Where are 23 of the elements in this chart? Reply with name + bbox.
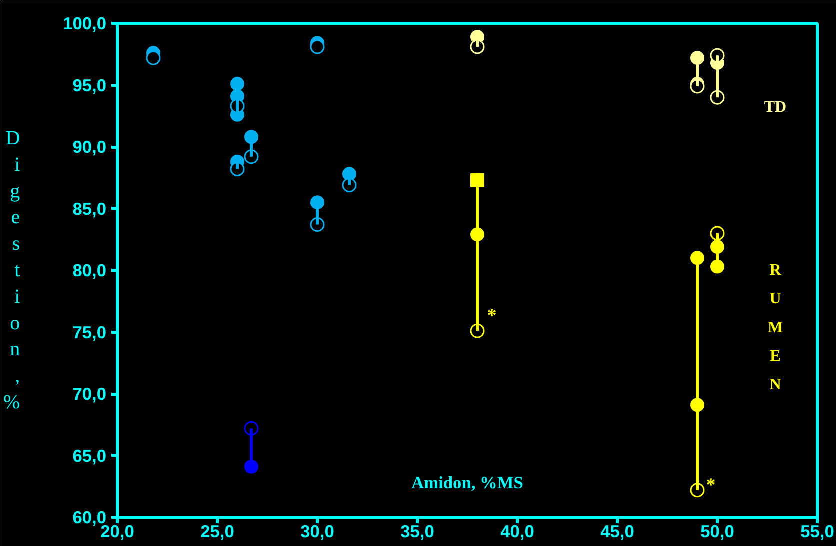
annotation: * — [706, 474, 716, 496]
y-tick-label: 95,0 — [72, 75, 107, 96]
y-tick-label: 70,0 — [72, 384, 107, 404]
point — [146, 50, 161, 66]
x-tick-label: 45,0 — [600, 522, 634, 542]
y-tick-label: 85,0 — [72, 198, 107, 219]
x-tick-label: 55,0 — [800, 522, 834, 542]
point — [310, 40, 325, 54]
y-tick-label: 80,0 — [72, 260, 107, 280]
y-tick-label: 75,0 — [72, 322, 107, 342]
annotation: R U M E N — [768, 262, 784, 394]
text: Digestion, % — [3, 128, 20, 414]
x-tick-label: 40,0 — [500, 522, 534, 542]
x-tick-label: 25,0 — [200, 522, 234, 542]
x-tick-label: 30,0 — [300, 522, 334, 542]
x-axis-title: Amidon, %MS — [412, 473, 524, 492]
y-tick-label: 90,0 — [72, 137, 107, 157]
x-tick-label: 35,0 — [400, 522, 434, 542]
y-tick-label: 65,0 — [72, 446, 107, 466]
annotation: * — [487, 305, 497, 326]
annotation: TD — [764, 98, 787, 116]
y-tick-label: 100,0 — [63, 14, 107, 34]
x-tick-label: 50,0 — [700, 522, 734, 542]
